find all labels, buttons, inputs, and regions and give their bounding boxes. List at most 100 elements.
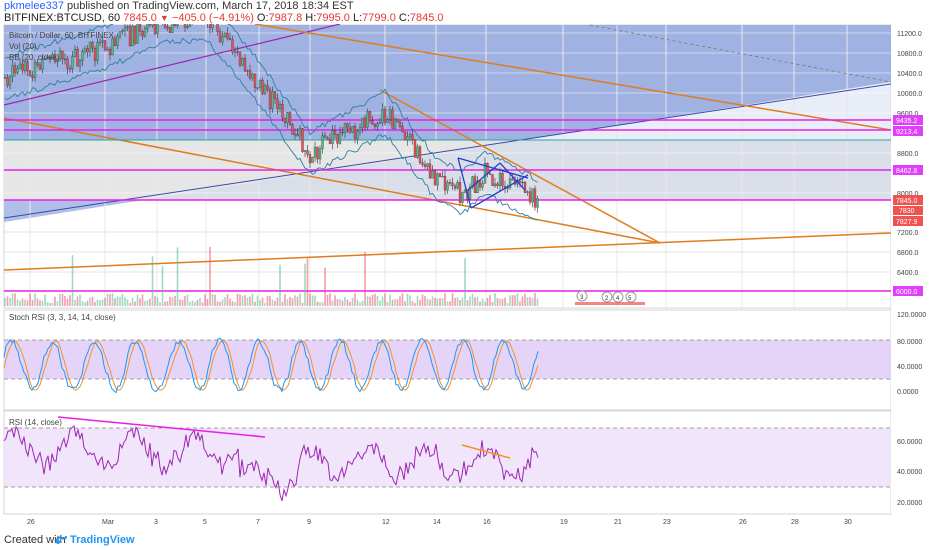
volume-bar (254, 301, 256, 306)
candle-body (456, 182, 459, 189)
candle-body (31, 75, 34, 78)
candle-body (266, 85, 269, 90)
candle-body (123, 27, 127, 31)
candle-body (271, 91, 274, 109)
volume-bar (401, 293, 404, 306)
tradingview-brand[interactable]: TradingView (70, 534, 135, 546)
candle-body (151, 24, 154, 26)
volume-bar (9, 298, 11, 306)
volume-bar (169, 296, 171, 306)
event-badges[interactable]: 3 2 4 5 (575, 290, 645, 305)
volume-bar (104, 297, 106, 306)
candles (3, 24, 539, 213)
candle-body (236, 51, 239, 53)
volume-bar (156, 297, 159, 306)
volume-bar (54, 296, 56, 306)
volume-bar (391, 299, 394, 306)
volume-bar (184, 295, 186, 306)
volume-bar (14, 293, 16, 306)
svg-text:7200.0: 7200.0 (897, 230, 919, 237)
candle-body (338, 131, 342, 144)
candle-body (381, 109, 384, 123)
candle-body (51, 54, 54, 59)
candle-body (243, 58, 247, 72)
volume-bar (444, 293, 446, 306)
volume-bar (326, 294, 329, 306)
orange-resistance-1 (254, 24, 892, 131)
candle-body (426, 163, 429, 167)
candle-body (416, 146, 419, 158)
candle-body (483, 163, 487, 184)
candle-body (248, 70, 252, 79)
volume-bar (196, 299, 199, 306)
volume-bar (311, 295, 314, 306)
candle-body (6, 77, 9, 86)
volume-bar (136, 294, 139, 306)
volume-bar (309, 293, 311, 306)
svg-text:7827.9: 7827.9 (896, 219, 918, 226)
candle-body (333, 130, 337, 135)
volume-bar (394, 299, 396, 306)
volume-bar (111, 293, 114, 306)
volume-bar (141, 294, 144, 306)
stoch-d-line (3, 340, 539, 391)
candle-body (176, 24, 179, 26)
author-link[interactable]: pkmelee337 (4, 0, 64, 12)
volume-bar (279, 264, 281, 306)
volume-bar (386, 301, 389, 306)
volume-bar (51, 302, 54, 306)
candle-body (118, 31, 122, 37)
candle-body (301, 128, 304, 152)
candle-body (166, 26, 169, 29)
volume-bar (204, 294, 206, 306)
volume-bar (76, 296, 79, 306)
volume-bar (364, 251, 366, 306)
volume-bar (84, 302, 86, 306)
chart-canvas[interactable]: 3 2 4 5 Bitcoin / Dollar, 60, BITFINEX V… (0, 24, 932, 530)
candle-body (368, 111, 372, 121)
x-tick-label: 28 (791, 519, 799, 526)
volume-bar (69, 295, 71, 306)
volume-bar (134, 301, 136, 306)
volume-bar (129, 302, 131, 306)
candle-body (331, 130, 334, 144)
candle-body (438, 173, 442, 177)
candle-body (308, 154, 312, 164)
candle-body (478, 180, 482, 188)
svg-text:10400.0: 10400.0 (897, 71, 922, 78)
candle-body (11, 65, 14, 77)
candle-body (183, 24, 187, 28)
diamond-pattern (457, 157, 529, 209)
candle-body (461, 192, 464, 203)
ohlc-high-key: H: (305, 12, 317, 24)
created-with-text: Created with (4, 534, 66, 546)
svg-text:40.0000: 40.0000 (897, 364, 922, 371)
volume-bar (419, 300, 421, 306)
candle-body (121, 30, 124, 32)
x-tick-label: 7 (256, 519, 260, 526)
volume-bar (256, 295, 259, 306)
volume-bar (416, 295, 419, 306)
volume-bar (149, 298, 151, 306)
candle-body (493, 183, 497, 187)
volume-bar (179, 299, 181, 306)
volume-bar (186, 294, 189, 306)
stoch-y-axis[interactable] (891, 310, 932, 410)
volume-bar (264, 302, 266, 306)
volume-bar (404, 301, 406, 306)
stoch-band (4, 340, 891, 379)
volume-bar (244, 295, 246, 306)
volume-bar (361, 300, 364, 306)
volume-bar (194, 301, 196, 306)
candle-body (216, 24, 219, 32)
candle-body (211, 24, 214, 29)
candle-body (73, 49, 77, 57)
candle-body (371, 120, 374, 125)
candle-body (251, 73, 254, 79)
candle-body (443, 175, 447, 191)
candle-body (61, 50, 64, 60)
symbol-line: BITFINEX:BTCUSD, 60 7845.0 ▼ −405.0 (−4.… (4, 12, 444, 24)
candle-body (8, 76, 12, 86)
candle-body (93, 48, 97, 61)
rsi-y-axis[interactable] (891, 411, 932, 514)
